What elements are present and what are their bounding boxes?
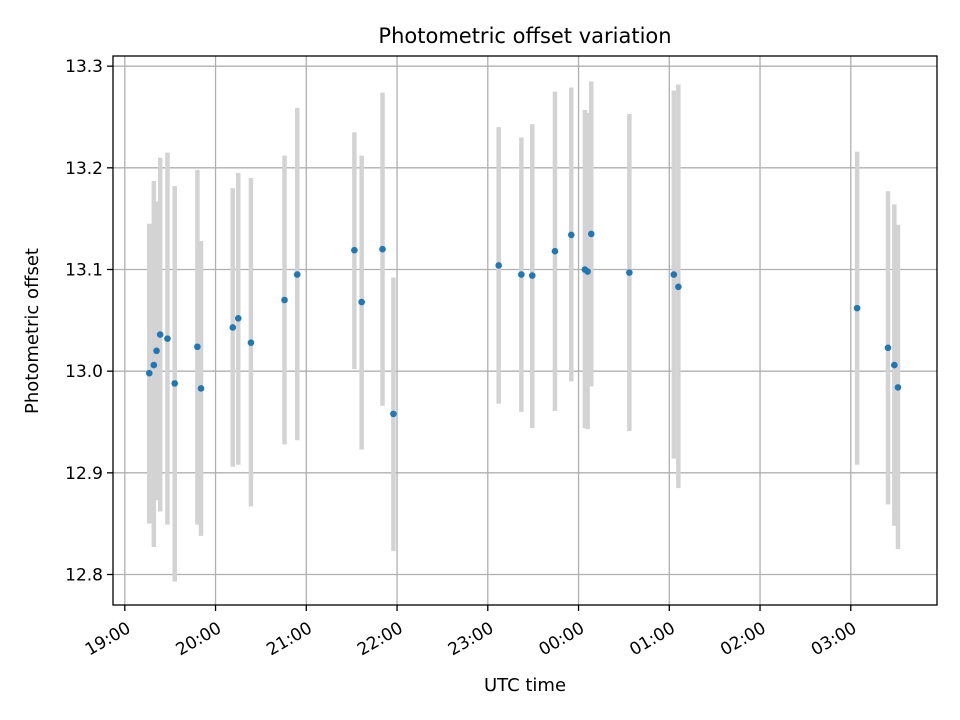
data-point <box>551 247 559 255</box>
data-point <box>358 298 365 306</box>
data-point <box>150 361 158 369</box>
data-point <box>197 385 205 392</box>
data-point <box>234 315 242 322</box>
data-point <box>145 369 153 377</box>
y-axis-ticks: 12.8 12.9 13.0 13.1 13.2 13.3 <box>65 57 113 586</box>
data-point <box>171 380 179 387</box>
data-point <box>891 361 898 369</box>
y-tick-label: 13.2 <box>65 159 103 179</box>
data-point <box>164 335 171 342</box>
chart-title: Photometric offset variation <box>378 24 671 48</box>
data-point <box>528 272 536 279</box>
data-point <box>884 344 892 352</box>
data-point <box>626 269 633 276</box>
y-tick-label: 13.1 <box>65 261 103 281</box>
plot-frame <box>112 55 938 606</box>
data-point <box>351 246 358 254</box>
y-tick-label: 13.3 <box>65 57 103 77</box>
data-point <box>390 410 397 418</box>
data-point <box>853 304 861 312</box>
data-point <box>247 339 255 347</box>
data-point <box>670 271 678 278</box>
data-point <box>229 324 237 331</box>
data-point <box>153 347 160 355</box>
data-point <box>675 283 682 291</box>
y-tick-label: 13.0 <box>65 362 103 382</box>
data-point <box>293 271 301 278</box>
data-point <box>567 231 575 239</box>
data-point <box>495 262 502 269</box>
x-axis-label: UTC time <box>484 675 566 696</box>
data-point <box>281 296 288 304</box>
y-tick-label: 12.9 <box>65 464 103 484</box>
data-point <box>894 384 902 391</box>
y-tick-label: 12.8 <box>65 566 103 586</box>
data-point <box>584 268 591 275</box>
data-points <box>145 230 902 418</box>
data-point <box>156 331 164 338</box>
y-axis-label: Photometric offset <box>22 248 43 414</box>
data-point <box>587 230 595 238</box>
data-point <box>379 245 386 253</box>
data-point <box>194 343 201 351</box>
data-point <box>518 271 525 278</box>
